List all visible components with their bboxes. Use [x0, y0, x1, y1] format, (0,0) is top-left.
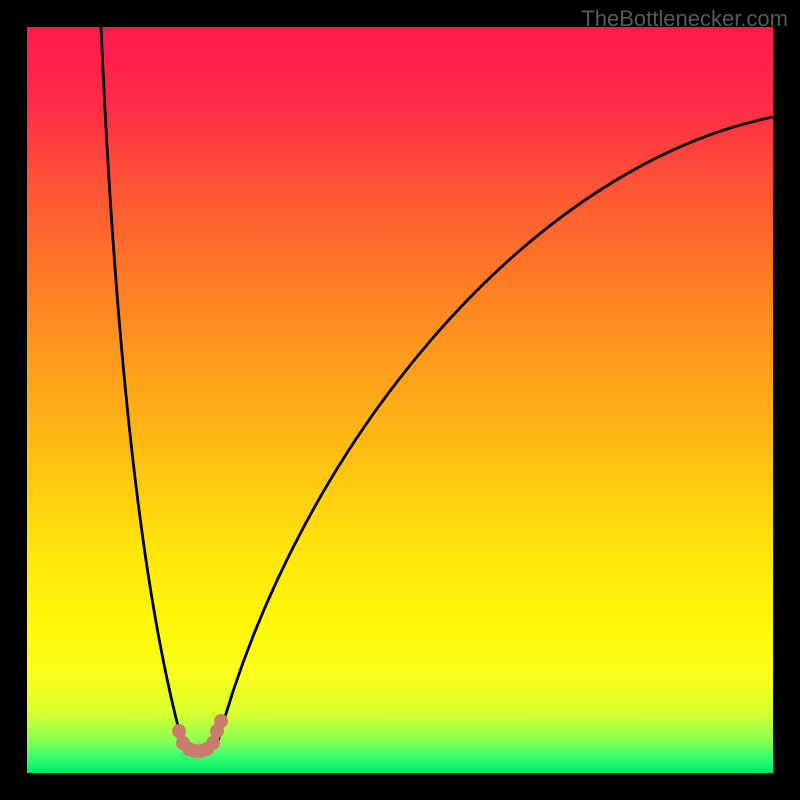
chart-frame: [27, 27, 773, 773]
gradient-background: [27, 27, 773, 773]
notch-marker: [214, 714, 228, 728]
bottleneck-chart: [27, 27, 773, 773]
notch-marker: [206, 736, 220, 750]
notch-marker: [172, 724, 186, 738]
watermark-text: TheBottlenecker.com: [581, 6, 788, 32]
